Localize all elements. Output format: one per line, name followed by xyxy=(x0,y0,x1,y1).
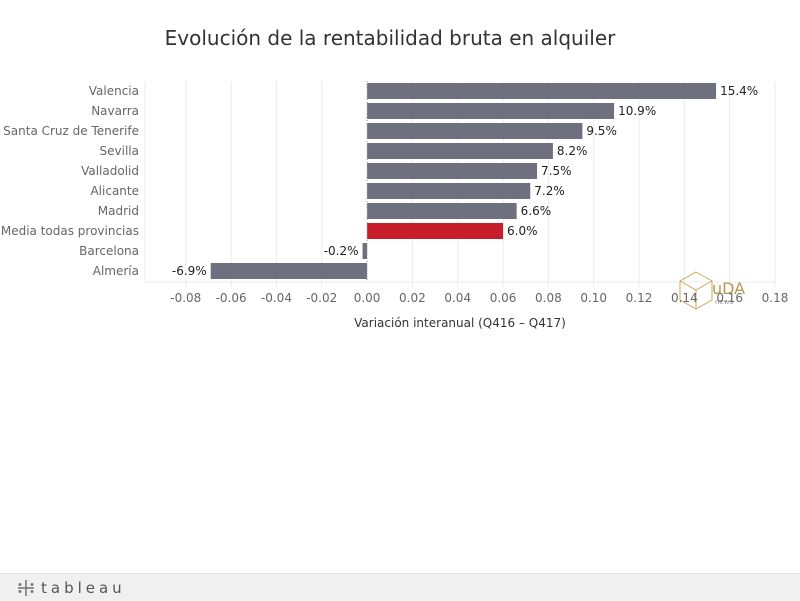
tableau-wordmark: tableau xyxy=(41,579,126,597)
bar-navarra[interactable] xyxy=(367,103,615,119)
x-tick-label: -0.08 xyxy=(170,291,201,305)
data-label: 6.0% xyxy=(507,224,538,238)
x-tick-label: -0.06 xyxy=(216,291,247,305)
data-label: 7.5% xyxy=(541,164,572,178)
x-tick-label: 0.16 xyxy=(716,291,743,305)
x-tick-labels: -0.08 -0.06 -0.04 -0.02 0.00 0.02 0.04 0.06 0.08… xyxy=(170,291,788,305)
bar-chart: uDA news Valencia Navarra Santa Cruz de Te… xyxy=(1,81,788,330)
x-tick-label: -0.02 xyxy=(306,291,337,305)
tableau-logo[interactable]: tableau xyxy=(16,577,126,599)
category-label: Santa Cruz de Tenerife xyxy=(3,124,139,138)
x-tick-label: 0.18 xyxy=(762,291,789,305)
tableau-footer: tableau xyxy=(0,573,800,601)
category-labels: Valencia Navarra Santa Cruz de Tenerife Sev… xyxy=(1,84,139,278)
category-label: Almería xyxy=(93,264,139,278)
bar-alicante[interactable] xyxy=(367,183,531,199)
x-tick-label: 0.12 xyxy=(626,291,653,305)
x-tick-label: 0.00 xyxy=(354,291,381,305)
category-label: Valencia xyxy=(89,84,139,98)
bars xyxy=(210,83,717,279)
bar-madrid[interactable] xyxy=(367,203,517,219)
data-labels: 15.4% 10.9%9.5% 8.2% 7.5% 7.2% 6.6% 6.0% -0.2% -… xyxy=(172,81,758,281)
x-tick-label: 0.14 xyxy=(671,291,698,305)
bar-valladolid[interactable] xyxy=(367,163,538,179)
tableau-icon xyxy=(18,580,34,596)
category-label: Media todas provincias xyxy=(1,224,139,238)
data-label: -0.2% xyxy=(324,244,359,258)
x-axis-title: Variación interanual (Q416 – Q417) xyxy=(354,316,566,330)
category-label: Navarra xyxy=(91,104,139,118)
bar-santa-cruz-de-tenerife[interactable] xyxy=(367,123,583,139)
data-label: -6.9% xyxy=(172,264,207,278)
data-label: 10.9% xyxy=(618,104,656,118)
data-label: 7.2% xyxy=(534,184,565,198)
bar-barcelona[interactable] xyxy=(362,243,368,259)
uda-news-watermark: uDA news xyxy=(679,271,745,310)
data-label: 8.2% xyxy=(557,144,588,158)
data-label: 6.6% xyxy=(521,204,552,218)
category-label: Alicante xyxy=(90,184,139,198)
data-label: 15.4% xyxy=(720,84,758,98)
x-tick-label: 0.04 xyxy=(444,291,471,305)
watermark-subtext: news xyxy=(715,298,733,306)
x-tick-label: 0.08 xyxy=(535,291,562,305)
category-label: Sevilla xyxy=(100,144,139,158)
watermark-text: uDA xyxy=(712,279,745,298)
x-tick-label: 0.02 xyxy=(399,291,426,305)
x-tick-label: -0.04 xyxy=(261,291,292,305)
bar-sevilla[interactable] xyxy=(367,143,553,159)
chart-title: Evolución de la rentabilidad bruta en al… xyxy=(164,26,616,50)
bar-almería[interactable] xyxy=(210,263,368,279)
category-label: Valladolid xyxy=(81,164,139,178)
bar-valencia[interactable] xyxy=(367,83,717,99)
x-tick-label: 0.06 xyxy=(490,291,517,305)
category-label: Madrid xyxy=(98,204,139,218)
x-tick-label: 0.10 xyxy=(580,291,607,305)
category-label: Barcelona xyxy=(79,244,139,258)
data-label: 9.5% xyxy=(586,124,617,138)
bar-media-todas-provincias[interactable] xyxy=(367,223,504,239)
